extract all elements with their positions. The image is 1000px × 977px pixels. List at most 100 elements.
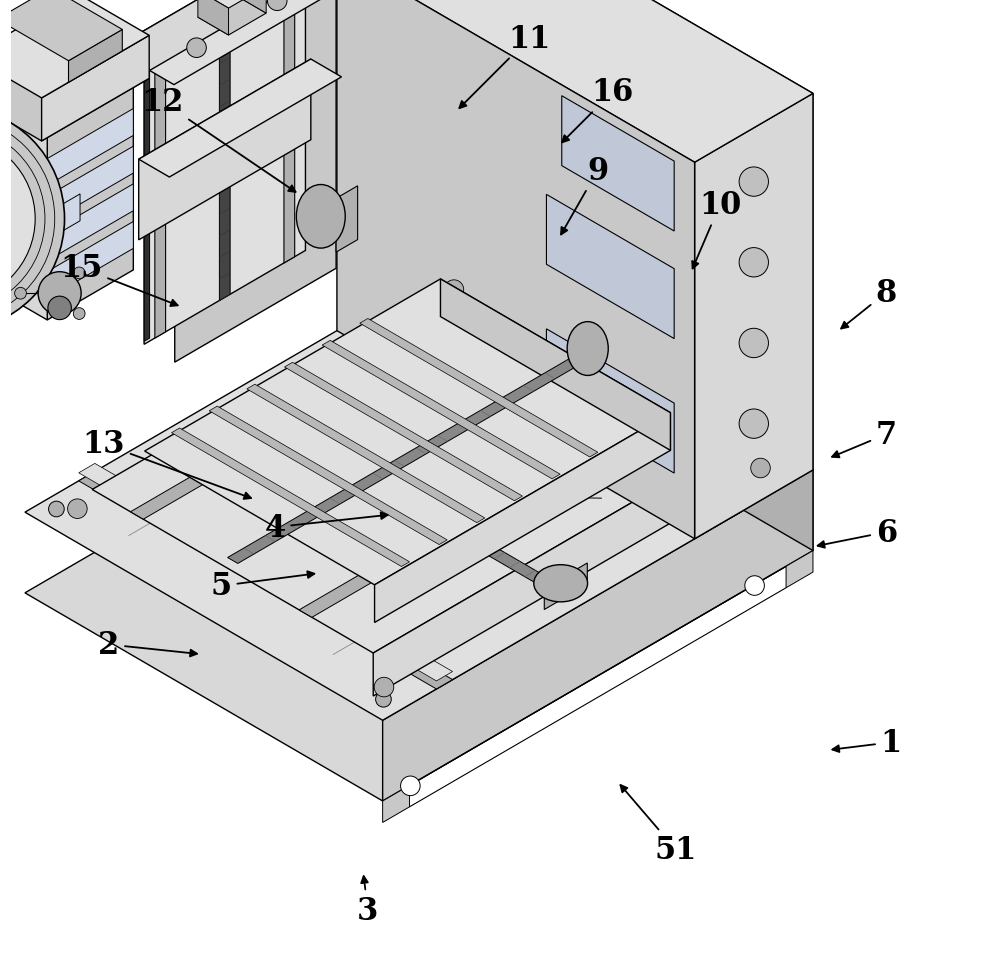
Polygon shape — [0, 0, 149, 99]
Polygon shape — [360, 319, 598, 457]
Circle shape — [739, 409, 768, 439]
Polygon shape — [25, 343, 813, 801]
Circle shape — [774, 460, 789, 476]
Text: 2: 2 — [98, 629, 197, 660]
Text: 8: 8 — [841, 277, 897, 329]
Circle shape — [38, 273, 81, 316]
Text: 7: 7 — [832, 419, 897, 458]
Polygon shape — [284, 431, 551, 586]
Circle shape — [376, 692, 391, 707]
Text: 6: 6 — [818, 517, 897, 548]
Circle shape — [187, 39, 206, 59]
Circle shape — [739, 168, 768, 197]
Polygon shape — [92, 287, 723, 654]
Text: 5: 5 — [211, 571, 314, 602]
Polygon shape — [375, 413, 670, 623]
Polygon shape — [695, 95, 813, 539]
Polygon shape — [198, 0, 266, 36]
Polygon shape — [337, 0, 813, 163]
Polygon shape — [47, 109, 133, 187]
Polygon shape — [236, 0, 266, 14]
Ellipse shape — [567, 322, 608, 376]
Ellipse shape — [296, 186, 345, 249]
Polygon shape — [284, 0, 295, 264]
Polygon shape — [455, 263, 813, 551]
Polygon shape — [144, 0, 336, 67]
Polygon shape — [47, 147, 133, 224]
Polygon shape — [219, 0, 230, 301]
Polygon shape — [79, 472, 453, 690]
Polygon shape — [383, 786, 410, 823]
Polygon shape — [172, 429, 410, 567]
Polygon shape — [139, 60, 341, 178]
Polygon shape — [155, 37, 166, 339]
Polygon shape — [228, 355, 587, 564]
Circle shape — [374, 678, 394, 698]
Polygon shape — [373, 450, 723, 697]
Circle shape — [0, 137, 35, 303]
Polygon shape — [139, 60, 311, 240]
Polygon shape — [0, 0, 122, 62]
Polygon shape — [145, 279, 670, 585]
Polygon shape — [198, 0, 266, 9]
Polygon shape — [69, 30, 122, 83]
Polygon shape — [130, 309, 493, 520]
Circle shape — [49, 501, 64, 517]
Polygon shape — [383, 471, 813, 801]
Polygon shape — [247, 385, 485, 523]
Polygon shape — [496, 446, 609, 495]
Circle shape — [68, 499, 87, 519]
Circle shape — [745, 576, 764, 596]
Circle shape — [73, 268, 85, 279]
Polygon shape — [0, 184, 32, 239]
Polygon shape — [337, 0, 695, 539]
Text: 10: 10 — [692, 190, 741, 269]
Polygon shape — [53, 194, 80, 237]
Polygon shape — [0, 38, 149, 142]
Polygon shape — [42, 36, 149, 142]
Polygon shape — [144, 0, 305, 345]
Text: 16: 16 — [562, 77, 634, 144]
Polygon shape — [322, 341, 560, 480]
Text: 9: 9 — [561, 155, 608, 235]
Polygon shape — [336, 187, 358, 253]
Polygon shape — [144, 43, 150, 342]
Polygon shape — [375, 292, 748, 509]
Polygon shape — [375, 300, 748, 518]
Ellipse shape — [534, 565, 588, 602]
Circle shape — [15, 288, 26, 300]
Polygon shape — [442, 287, 723, 493]
Polygon shape — [25, 263, 813, 721]
Polygon shape — [175, 0, 336, 362]
Polygon shape — [47, 222, 133, 299]
Polygon shape — [440, 279, 670, 451]
Polygon shape — [209, 406, 447, 545]
Polygon shape — [546, 195, 674, 339]
Polygon shape — [562, 97, 674, 232]
Polygon shape — [544, 564, 587, 610]
Text: 12: 12 — [141, 87, 296, 192]
Polygon shape — [284, 362, 522, 501]
Circle shape — [751, 459, 770, 479]
Text: 15: 15 — [60, 253, 178, 307]
Polygon shape — [113, 0, 435, 93]
Text: 1: 1 — [832, 727, 902, 758]
Polygon shape — [299, 407, 662, 617]
Polygon shape — [198, 0, 229, 36]
Text: 4: 4 — [264, 512, 388, 543]
Polygon shape — [455, 0, 813, 471]
Polygon shape — [47, 82, 133, 320]
Polygon shape — [47, 185, 133, 262]
Text: 11: 11 — [459, 23, 550, 109]
Circle shape — [739, 248, 768, 277]
Circle shape — [739, 329, 768, 359]
Polygon shape — [0, 97, 47, 320]
Circle shape — [447, 271, 462, 286]
Circle shape — [73, 309, 85, 320]
Text: 13: 13 — [83, 429, 251, 499]
Polygon shape — [0, 47, 133, 133]
Circle shape — [0, 107, 65, 332]
Polygon shape — [786, 551, 813, 588]
Circle shape — [401, 777, 420, 796]
Polygon shape — [546, 329, 674, 474]
